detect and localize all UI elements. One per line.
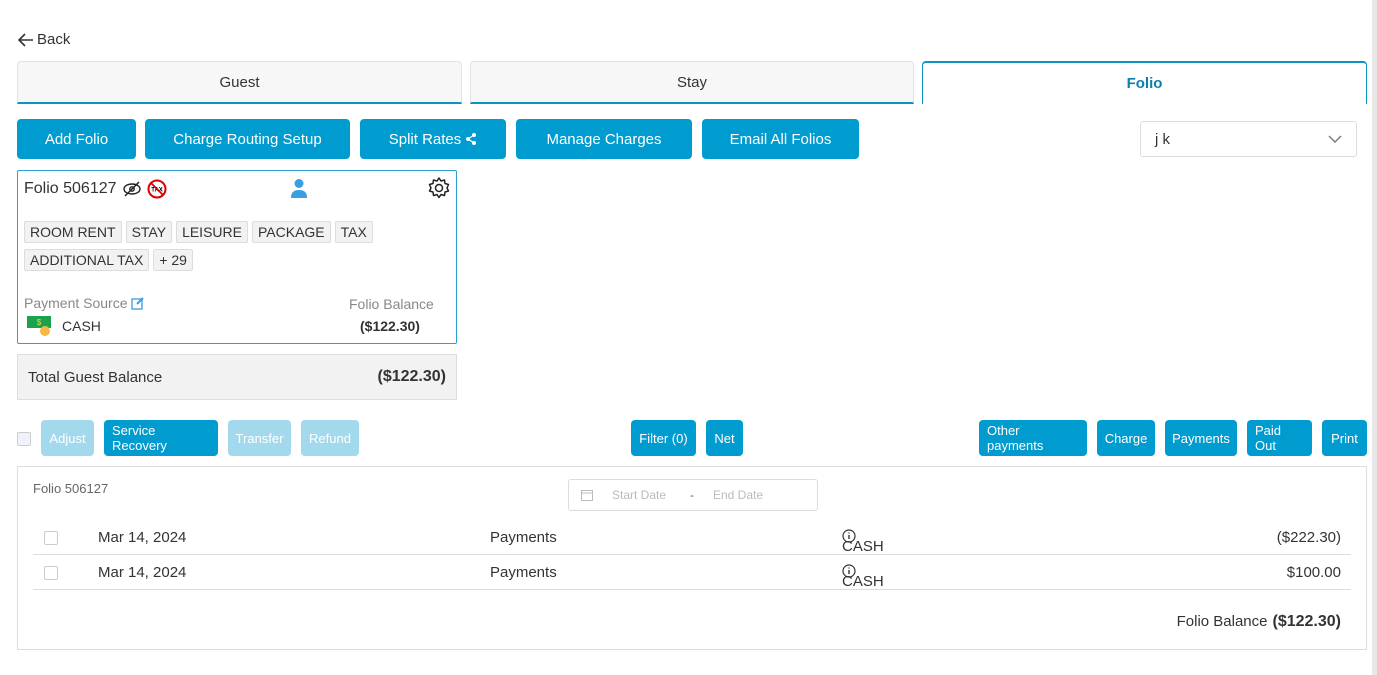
split-rates-button[interactable]: Split Rates	[360, 119, 506, 159]
folio-balance-value: ($122.30)	[360, 318, 420, 334]
chip: ADDITIONAL TAX	[24, 249, 150, 271]
payment-source-label: Payment Source	[24, 295, 128, 311]
row-amount: $100.00	[1286, 564, 1341, 581]
payments-button[interactable]: Payments	[1165, 420, 1237, 456]
share-icon	[466, 133, 477, 145]
folio-transactions-panel: Folio 506127 Start Date - End Date Mar 1…	[17, 466, 1367, 650]
info-icon[interactable]	[842, 564, 856, 578]
chip: LEISURE	[176, 221, 248, 243]
user-icon[interactable]	[290, 178, 308, 198]
refund-button[interactable]: Refund	[301, 420, 359, 456]
other-payments-button[interactable]: Other payments	[979, 420, 1087, 456]
total-value: ($122.30)	[377, 368, 447, 385]
gear-icon[interactable]	[427, 176, 451, 200]
panel-balance-value: ($122.30)	[1272, 613, 1342, 630]
folio-title: Folio 506127	[24, 180, 117, 197]
eye-slash-icon	[122, 181, 141, 197]
tab-stay[interactable]: Stay	[470, 61, 914, 104]
chip: TAX	[334, 221, 373, 243]
select-all-checkbox[interactable]	[17, 432, 31, 446]
edit-icon[interactable]	[130, 296, 145, 310]
back-label: Back	[37, 31, 71, 48]
total-guest-balance: Total Guest Balance ($122.30)	[17, 354, 457, 400]
scrollbar[interactable]	[1372, 0, 1377, 675]
row-checkbox[interactable]	[44, 566, 58, 580]
table-row: Mar 14, 2024 Payments CASH $100.00	[33, 555, 1351, 590]
net-button[interactable]: Net	[706, 420, 743, 456]
payment-source-value: CASH	[62, 318, 101, 334]
charge-category-chips: ROOM RENT STAY LEISURE PACKAGE TAX ADDITIONA…	[24, 221, 444, 277]
charge-routing-setup-button[interactable]: Charge Routing Setup	[145, 119, 350, 159]
cash-icon: $	[27, 316, 51, 336]
adjust-button[interactable]: Adjust	[41, 420, 94, 456]
folio-card[interactable]: Folio 506127 TAX ROOM RENT STAY LEISURE PAC…	[17, 170, 457, 344]
chevron-down-icon	[1328, 135, 1342, 143]
chip: PACKAGE	[251, 221, 331, 243]
paid-out-button[interactable]: Paid Out	[1247, 420, 1312, 456]
arrow-left-icon	[18, 32, 33, 47]
email-all-folios-button[interactable]: Email All Folios	[702, 119, 859, 159]
start-date-input[interactable]: Start Date	[612, 488, 667, 502]
add-folio-button[interactable]: Add Folio	[17, 119, 136, 159]
svg-text:$: $	[37, 318, 42, 327]
row-type: Payments	[490, 564, 557, 581]
more-chips[interactable]: + 29	[153, 249, 193, 271]
svg-text:TAX: TAX	[151, 188, 163, 194]
calendar-icon	[581, 490, 593, 501]
chip: STAY	[125, 221, 173, 243]
row-type: Payments	[490, 529, 557, 546]
service-recovery-button[interactable]: Service Recovery	[104, 420, 218, 456]
row-amount: ($222.30)	[1276, 529, 1341, 546]
chip: ROOM RENT	[24, 221, 122, 243]
transfer-button[interactable]: Transfer	[228, 420, 291, 456]
guest-select[interactable]: j k	[1140, 121, 1357, 157]
row-checkbox[interactable]	[44, 531, 58, 545]
tab-folio[interactable]: Folio	[922, 61, 1367, 104]
manage-charges-button[interactable]: Manage Charges	[516, 119, 692, 159]
tab-guest[interactable]: Guest	[17, 61, 462, 104]
panel-balance-label: Folio Balance	[1176, 613, 1268, 630]
info-icon[interactable]	[842, 529, 856, 543]
print-button[interactable]: Print	[1322, 420, 1367, 456]
no-tax-icon: TAX	[147, 179, 167, 199]
row-method: CASH	[842, 538, 884, 555]
date-separator: -	[690, 488, 694, 502]
row-date: Mar 14, 2024	[98, 529, 187, 546]
end-date-input[interactable]: End Date	[713, 488, 764, 502]
row-date: Mar 14, 2024	[98, 564, 187, 581]
back-link[interactable]: Back	[18, 31, 70, 48]
guest-select-value: j k	[1155, 130, 1170, 148]
date-range-picker[interactable]: Start Date - End Date	[568, 479, 818, 511]
folio-balance-label: Folio Balance	[349, 296, 434, 312]
total-label: Total Guest Balance	[28, 368, 163, 386]
row-method: CASH	[842, 573, 884, 590]
table-row: Mar 14, 2024 Payments CASH ($222.30)	[33, 520, 1351, 555]
filter-button[interactable]: Filter (0)	[631, 420, 696, 456]
panel-folio-label: Folio 506127	[33, 481, 109, 496]
split-rates-label: Split Rates	[388, 130, 462, 148]
charge-button[interactable]: Charge	[1097, 420, 1155, 456]
